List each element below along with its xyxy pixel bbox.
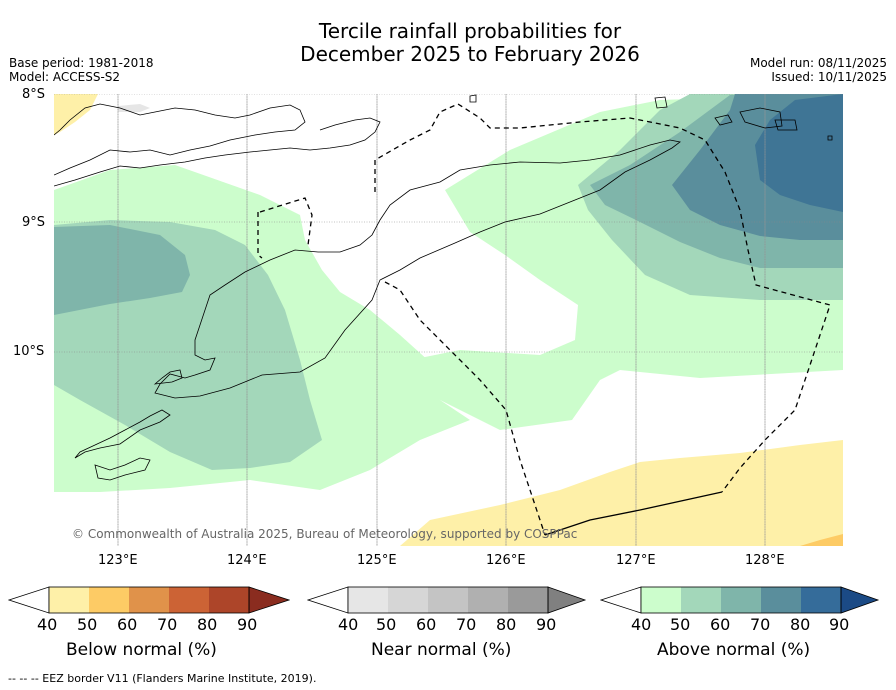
colorbar-below-seg-3 — [129, 587, 169, 613]
lat-label-8s: 8°S — [22, 87, 46, 102]
colorbar-below-seg-2 — [89, 587, 129, 613]
base-period: Base period: 1981-2018 — [9, 56, 154, 70]
rainfall-map: © Commonwealth of Australia 2025, Bureau… — [54, 94, 843, 546]
colorbar-above-max-arrow — [840, 586, 880, 614]
title-line-1: Tercile rainfall probabilities for — [318, 19, 622, 43]
colorbar-above-seg-5 — [801, 587, 841, 613]
colorbar-above-seg-4 — [761, 587, 801, 613]
colorbar-near-seg-5 — [508, 587, 548, 613]
colorbar-below-max-arrow — [248, 586, 290, 614]
colorbar-near-seg-1 — [348, 587, 388, 613]
colorbar-above-seg-1 — [641, 587, 681, 613]
cb-below-tick-90: 90 — [237, 615, 258, 634]
meta-right: Model run: 08/11/2025 Issued: 10/11/2025 — [750, 56, 887, 84]
colorbar-below-seg-5 — [209, 587, 249, 613]
below-50-corner — [800, 534, 843, 546]
lat-label-9s: 9°S — [22, 215, 46, 230]
colorbar-below-seg-1 — [49, 587, 89, 613]
cb-near-label: Near normal (%) — [371, 640, 512, 660]
colorbar-above — [600, 586, 880, 614]
chart-title: Tercile rainfall probabilities for Decem… — [0, 20, 896, 66]
above-60-west — [54, 225, 190, 315]
copyright-text: © Commonwealth of Australia 2025, Bureau… — [72, 527, 577, 541]
above-80-east — [755, 94, 843, 212]
meta-left: Base period: 1981-2018 Model: ACCESS-S2 — [9, 56, 154, 84]
cb-below-tick-80: 80 — [197, 615, 218, 634]
colorbar-below-seg-4 — [169, 587, 209, 613]
lat-label-10s: 10°S — [13, 344, 45, 359]
colorbar-near-max-arrow — [547, 586, 587, 614]
lon-label-123e: 123°E — [98, 553, 138, 568]
cb-near-tick-70: 70 — [456, 615, 477, 634]
coastlines — [54, 94, 833, 481]
lon-label-126e: 126°E — [486, 553, 526, 568]
lon-label-128e: 128°E — [745, 553, 785, 568]
cb-above-tick-40: 40 — [631, 615, 652, 634]
cb-below-tick-70: 70 — [157, 615, 178, 634]
footer-eez-note: -- -- -- EEZ border V11 (Flanders Marine… — [8, 672, 317, 685]
lon-label-127e: 127°E — [616, 553, 656, 568]
cb-below-tick-40: 40 — [37, 615, 58, 634]
cb-near-tick-60: 60 — [416, 615, 437, 634]
cb-near-tick-90: 90 — [536, 615, 557, 634]
cb-above-tick-70: 70 — [750, 615, 771, 634]
cb-near-tick-40: 40 — [338, 615, 359, 634]
colorbar-near-seg-4 — [468, 587, 508, 613]
cb-below-label: Below normal (%) — [66, 640, 217, 660]
cb-near-tick-80: 80 — [496, 615, 517, 634]
colorbar-above-min-arrow — [600, 586, 642, 614]
cb-above-tick-80: 80 — [790, 615, 811, 634]
model-name: Model: ACCESS-S2 — [9, 70, 121, 84]
colorbar-below-min-arrow — [8, 586, 50, 614]
eez-border — [257, 103, 831, 536]
lon-label-124e: 124°E — [227, 553, 267, 568]
lon-label-125e: 125°E — [357, 553, 397, 568]
cb-below-tick-50: 50 — [77, 615, 98, 634]
cb-above-tick-90: 90 — [829, 615, 850, 634]
issued-date: Issued: 10/11/2025 — [771, 70, 887, 84]
title-line-2: December 2025 to February 2026 — [300, 42, 640, 66]
colorbar-above-seg-2 — [681, 587, 721, 613]
colorbar-near-seg-3 — [428, 587, 468, 613]
eez-border-solid — [544, 491, 723, 536]
below-40-south — [400, 440, 843, 546]
cb-near-tick-50: 50 — [376, 615, 397, 634]
cb-below-tick-60: 60 — [117, 615, 138, 634]
colorbar-below — [8, 586, 290, 614]
colorbar-above-seg-3 — [721, 587, 761, 613]
cb-above-tick-60: 60 — [710, 615, 731, 634]
colorbar-near-seg-2 — [388, 587, 428, 613]
model-run: Model run: 08/11/2025 — [749, 56, 887, 70]
colorbar-near-min-arrow — [307, 586, 349, 614]
cb-above-tick-50: 50 — [670, 615, 691, 634]
cb-above-label: Above normal (%) — [657, 640, 811, 660]
colorbar-near — [307, 586, 587, 614]
